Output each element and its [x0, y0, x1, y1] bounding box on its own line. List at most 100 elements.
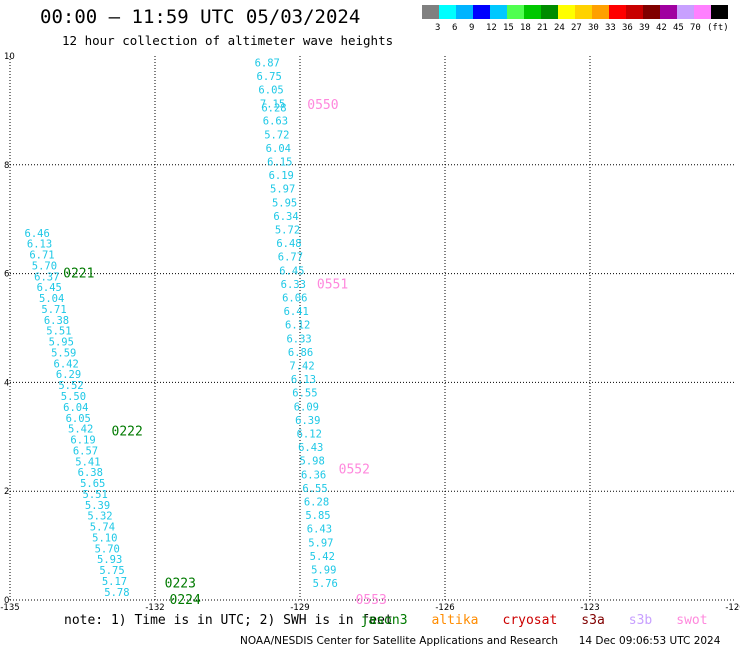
- swh-value: 5.97: [270, 184, 295, 196]
- swh-value: 5.95: [272, 197, 297, 209]
- x-tick-label: -123: [580, 603, 599, 613]
- swh-value: 5.42: [68, 424, 93, 436]
- legend-label: 6: [452, 23, 458, 33]
- swh-value: 5.76: [313, 578, 338, 590]
- swh-value: 5.52: [58, 380, 83, 392]
- pass-label: 0553: [356, 593, 387, 608]
- legend-label: 3: [435, 23, 441, 33]
- swh-value: 6.33: [286, 333, 311, 345]
- legend-swatch: [660, 5, 677, 19]
- credit-text: NOAA/NESDIS Center for Satellite Applica…: [240, 635, 558, 647]
- legend-swatch: [575, 5, 592, 19]
- x-tick-label: -135: [0, 603, 19, 613]
- swh-value: 6.19: [70, 435, 95, 447]
- swh-value: 6.28: [261, 103, 286, 115]
- map-subtitle: 12 hour collection of altimeter wave hei…: [62, 33, 394, 48]
- swh-value: 5.32: [87, 511, 112, 523]
- swh-value: 5.72: [264, 129, 289, 141]
- legend-label: 21: [537, 23, 548, 33]
- swh-value: 6.45: [279, 265, 304, 277]
- legend-label: 33: [605, 23, 616, 33]
- swh-value: 6.57: [73, 445, 98, 457]
- pass-label: 0551: [317, 277, 348, 292]
- pass-label: 0222: [112, 424, 143, 439]
- swh-value: 6.48: [276, 238, 301, 250]
- legend-swatch: [541, 5, 558, 19]
- credit-timestamp: 14 Dec 09:06:53 UTC 2024: [578, 635, 721, 647]
- swh-value: 5.95: [49, 337, 74, 349]
- legend-sat-s3b: s3b: [628, 613, 653, 628]
- legend-label: 18: [520, 23, 531, 33]
- swh-value: 5.85: [305, 510, 330, 522]
- swh-value: 6.06: [282, 293, 307, 305]
- swh-value: 6.28: [304, 497, 329, 509]
- swh-value: 6.12: [285, 320, 310, 332]
- legend-label: 27: [571, 23, 582, 33]
- swh-value: 6.09: [294, 401, 319, 413]
- footer-credit: NOAA/NESDIS Center for Satellite Applica…: [240, 635, 720, 647]
- y-tick-label: 10: [4, 52, 15, 62]
- swh-value: 6.38: [78, 467, 103, 479]
- legend-swatch: [694, 5, 711, 19]
- legend-sat-s3a: s3a: [581, 613, 605, 628]
- swh-value: 6.39: [295, 415, 320, 427]
- swh-value: 5.70: [32, 260, 57, 272]
- swh-value: 5.93: [97, 554, 122, 566]
- swh-value: 6.42: [54, 358, 79, 370]
- swh-value: 5.72: [275, 225, 300, 237]
- pass-label: 0550: [307, 98, 338, 113]
- swh-value: 7.42: [289, 361, 314, 373]
- legend-unit: (ft): [707, 23, 729, 33]
- swh-value: 6.36: [301, 469, 326, 481]
- swh-value: 5.04: [39, 293, 64, 305]
- legend-label: 24: [554, 23, 565, 33]
- legend-label: 42: [656, 23, 667, 33]
- legend-swatch: [490, 5, 507, 19]
- legend-sat-altika: altika: [431, 613, 479, 628]
- map-title: 00:00 – 11:59 UTC 05/03/2024: [40, 6, 361, 28]
- swh-value: 5.70: [95, 543, 120, 555]
- swh-value: 5.59: [51, 347, 76, 359]
- pass-label: 0223: [165, 577, 196, 592]
- swh-value: 6.55: [302, 483, 327, 495]
- y-tick-label: 4: [4, 378, 9, 388]
- legend-label: 45: [673, 23, 684, 33]
- swh-value: 6.46: [25, 228, 50, 240]
- legend-label: 39: [639, 23, 650, 33]
- swh-value: 5.99: [311, 565, 336, 577]
- x-tick-label: -126: [435, 603, 454, 613]
- swh-value: 6.13: [291, 374, 316, 386]
- swh-value: 6.45: [37, 282, 62, 294]
- swh-value: 5.50: [61, 391, 86, 403]
- swh-value: 6.86: [288, 347, 313, 359]
- x-tick-label: -132: [145, 603, 164, 613]
- legend-swatch: [609, 5, 626, 19]
- legend-swatch: [473, 5, 490, 19]
- legend-swatch: [524, 5, 541, 19]
- swh-value: 6.87: [255, 58, 280, 70]
- swh-value: 6.43: [298, 442, 323, 454]
- legend-swatch: [422, 5, 439, 19]
- pass-label: 0552: [339, 462, 370, 477]
- swh-value: 6.63: [263, 116, 288, 128]
- swh-value: 6.34: [273, 211, 298, 223]
- swh-value: 6.05: [66, 413, 91, 425]
- swh-value: 5.78: [104, 587, 129, 599]
- pass-label: 0221: [63, 267, 94, 282]
- x-tick-label: -129: [290, 603, 309, 613]
- swh-value: 6.19: [269, 170, 294, 182]
- swh-value: 6.75: [257, 71, 282, 83]
- swh-value: 5.98: [300, 456, 325, 468]
- swh-value: 6.04: [63, 402, 88, 414]
- legend-label: 30: [588, 23, 599, 33]
- note-text: note: 1) Time is in UTC; 2) SWH is in fe…: [64, 613, 393, 628]
- swh-value: 6.43: [307, 524, 332, 536]
- swh-value: 5.74: [90, 522, 115, 534]
- swh-value: 6.04: [266, 143, 291, 155]
- swh-value: 5.17: [102, 576, 127, 588]
- legend-swatch: [592, 5, 609, 19]
- x-tick-label: -120: [725, 603, 740, 613]
- swh-value: 6.15: [267, 157, 292, 169]
- legend-swatch: [507, 5, 524, 19]
